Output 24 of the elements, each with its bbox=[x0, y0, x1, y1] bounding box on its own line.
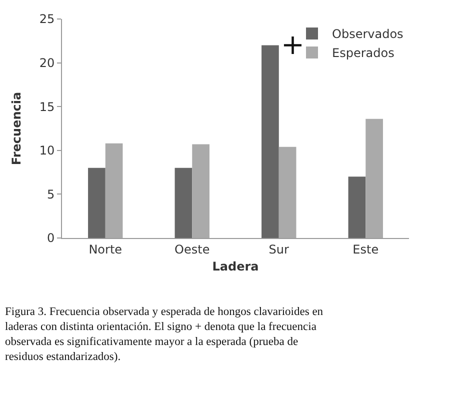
bar bbox=[278, 146, 296, 238]
y-tick-label: 10 bbox=[39, 144, 55, 158]
y-tick-label: 20 bbox=[39, 56, 55, 70]
x-tick-label: Sur bbox=[268, 242, 290, 256]
x-tick-label: Norte bbox=[88, 242, 122, 256]
annotation: + bbox=[281, 28, 304, 61]
bar bbox=[105, 143, 123, 238]
legend-label: Esperados bbox=[332, 46, 394, 60]
bar bbox=[366, 118, 383, 238]
x-axis-title: Ladera bbox=[212, 259, 259, 274]
y-tick-label: 5 bbox=[46, 187, 55, 202]
y-tick-label: 0 bbox=[46, 231, 55, 246]
bar bbox=[192, 144, 210, 238]
bar bbox=[88, 168, 106, 238]
y-tick-label: 15 bbox=[39, 100, 55, 114]
y-tick-label: 25 bbox=[39, 12, 55, 26]
bar bbox=[174, 168, 192, 238]
y-axis-title: Frecuencia bbox=[10, 92, 24, 166]
x-tick-label: Este bbox=[352, 242, 379, 256]
x-tick-label: Oeste bbox=[174, 242, 210, 256]
text: Figura 3. Frecuencia observada y esperada de hongos clavarioides en laderas con distinta orientación. El signo + denota que la frecuencia observada es significativamente mayor a la esperada (prueba de residuos estandarizados). bbox=[5, 306, 324, 363]
bar bbox=[262, 45, 279, 238]
bar bbox=[348, 176, 366, 238]
legend-label: Observados bbox=[332, 27, 404, 42]
